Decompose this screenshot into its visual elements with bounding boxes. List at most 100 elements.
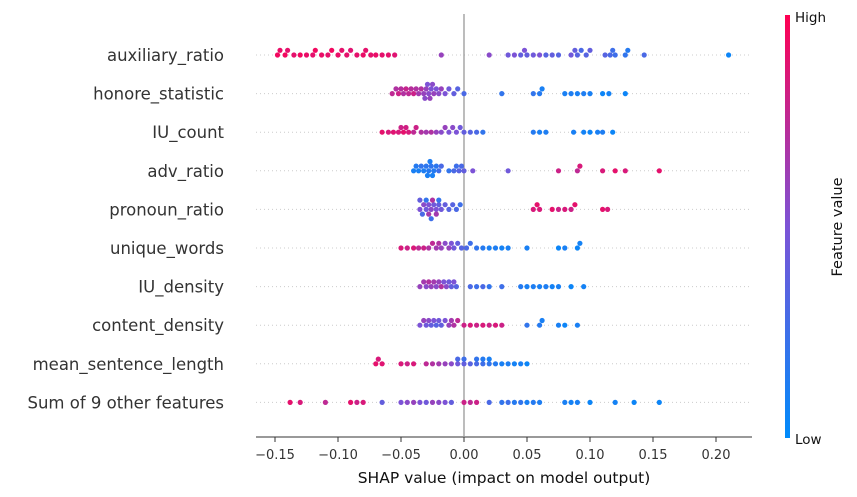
shap-point	[436, 399, 442, 405]
shap-point	[303, 52, 310, 58]
x-tick-label: 0.15	[639, 448, 668, 463]
shap-point	[423, 129, 429, 135]
shap-point	[325, 52, 331, 58]
shap-point	[549, 52, 555, 58]
shap-point	[453, 284, 459, 290]
shap-point	[428, 284, 434, 290]
shap-point	[486, 52, 492, 58]
shap-point	[581, 284, 587, 290]
shap-point	[429, 240, 436, 246]
shap-point	[436, 240, 442, 246]
shap-point	[530, 399, 536, 405]
shap-point	[467, 399, 473, 405]
shap-point	[291, 52, 297, 58]
shap-point	[480, 245, 486, 251]
shap-point	[411, 361, 417, 367]
shap-point	[423, 163, 429, 169]
shap-point	[622, 91, 628, 97]
shap-point	[486, 284, 492, 290]
shap-point	[505, 168, 511, 174]
shap-point	[446, 206, 452, 212]
shap-point	[587, 47, 593, 53]
shap-point	[395, 129, 402, 135]
shap-point	[457, 124, 463, 131]
shap-point	[511, 361, 517, 367]
shap-point	[433, 129, 439, 135]
shap-point	[555, 322, 562, 328]
shap-point	[442, 202, 448, 208]
feature-label: IU_count	[152, 123, 224, 143]
shap-point	[428, 86, 434, 92]
shap-point	[426, 211, 432, 217]
x-tick-label: −0.05	[381, 448, 421, 463]
shap-point	[417, 322, 423, 328]
shap-point	[423, 322, 429, 328]
shap-point	[436, 361, 442, 367]
shap-point	[574, 91, 581, 97]
shap-point	[577, 163, 583, 169]
shap-point	[530, 129, 536, 135]
shap-point	[457, 202, 463, 208]
shap-point	[287, 399, 293, 405]
x-axis-ticks: −0.15 −0.10 −0.05 0.00 0.05 0.10 0.15 0.20	[255, 437, 730, 463]
shap-point	[442, 124, 448, 131]
shap-point	[423, 206, 429, 212]
shap-point	[297, 52, 303, 58]
shap-point	[505, 52, 511, 58]
colorbar-title: Feature value	[830, 177, 846, 276]
shap-point	[518, 361, 524, 367]
shap-point	[322, 399, 328, 405]
shap-point	[411, 91, 417, 97]
shap-point	[438, 284, 444, 290]
shap-point	[537, 129, 543, 135]
shap-point	[427, 95, 433, 101]
shap-point	[433, 322, 439, 328]
shap-point	[400, 129, 407, 135]
shap-point	[429, 361, 436, 367]
shap-point	[610, 129, 616, 135]
shap-point	[562, 322, 568, 328]
shap-point	[411, 399, 417, 405]
shap-point	[413, 124, 419, 131]
shap-point	[480, 356, 486, 362]
shap-point	[417, 399, 423, 405]
shap-point	[568, 399, 574, 405]
shap-point	[656, 399, 662, 405]
shap-point	[549, 284, 555, 290]
x-tick-label: −0.15	[255, 448, 295, 463]
shap-point	[612, 168, 618, 174]
shap-point	[443, 284, 449, 290]
shap-point	[543, 129, 549, 135]
shap-point	[413, 86, 419, 92]
shap-point	[486, 399, 492, 405]
shap-point	[448, 240, 454, 246]
shap-point	[446, 168, 452, 174]
shap-point	[390, 129, 396, 135]
shap-point	[446, 86, 452, 92]
shap-point	[446, 129, 452, 135]
shap-point	[474, 245, 480, 251]
shap-point	[574, 52, 581, 58]
shap-point	[431, 168, 437, 174]
feature-label: Sum of 9 other features	[27, 393, 224, 412]
shap-point	[612, 399, 618, 405]
shap-point	[442, 91, 448, 97]
shap-point	[423, 361, 429, 367]
shap-point	[612, 52, 618, 58]
shap-point	[555, 206, 562, 212]
shap-point	[400, 91, 407, 97]
shap-point	[436, 197, 442, 203]
shap-point	[480, 361, 486, 367]
shap-point	[610, 47, 616, 53]
shap-point	[423, 197, 429, 203]
shap-point	[428, 163, 434, 169]
shap-point	[442, 361, 448, 367]
shap-point	[448, 399, 454, 405]
shap-point	[433, 86, 439, 92]
shap-point	[431, 202, 437, 208]
shap-point	[423, 284, 429, 290]
shap-point	[524, 245, 530, 251]
shap-point	[429, 197, 436, 203]
shap-point	[461, 129, 467, 135]
